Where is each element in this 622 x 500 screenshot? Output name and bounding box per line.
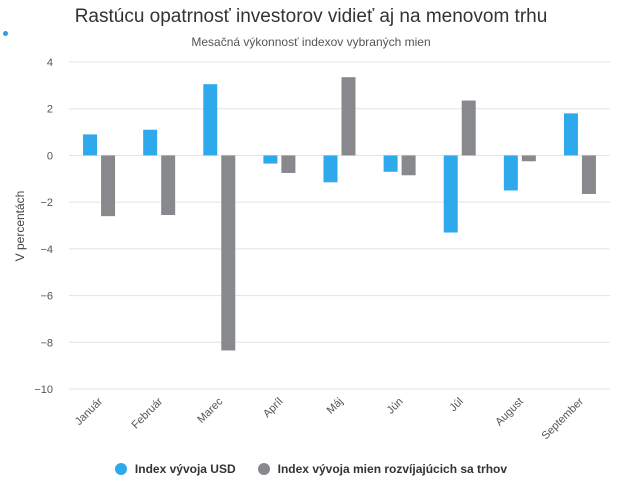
x-tick-label: Apríl bbox=[261, 396, 285, 420]
bar-usd-7[interactable] bbox=[503, 155, 518, 191]
bar-em-1[interactable] bbox=[161, 155, 176, 215]
y-tick-label: −8 bbox=[40, 337, 53, 349]
legend-swatch-em bbox=[257, 463, 270, 475]
legend-item-usd[interactable]: Index vývoja USD bbox=[114, 462, 236, 476]
bar-em-0[interactable] bbox=[101, 155, 116, 217]
y-axis-label: V percentách bbox=[13, 191, 27, 262]
chart-subtitle: Mesačná výkonnosť indexov vybraných mien bbox=[191, 35, 431, 49]
x-tick-label: August bbox=[493, 396, 526, 429]
legend-label-usd: Index vývoja USD bbox=[134, 462, 236, 476]
bar-em-3[interactable] bbox=[281, 155, 296, 173]
bar-usd-6[interactable] bbox=[443, 155, 458, 233]
y-tick-label: −2 bbox=[40, 197, 53, 209]
y-tick-label: −4 bbox=[40, 244, 53, 256]
y-tick-label: 4 bbox=[47, 57, 53, 69]
x-tick-label: Január bbox=[73, 395, 106, 428]
legend-swatch-usd bbox=[114, 463, 127, 475]
bar-usd-3[interactable] bbox=[263, 155, 278, 164]
bar-em-5[interactable] bbox=[401, 155, 416, 176]
x-tick-label: Máj bbox=[325, 396, 346, 417]
grid-lines bbox=[69, 61, 610, 390]
bars bbox=[83, 77, 596, 351]
legend-label-em: Index vývoja mien rozvíjajúcich sa trhov bbox=[277, 462, 508, 476]
x-tick-label: Február bbox=[130, 395, 166, 431]
y-axis-ticks: 4 2 0 −2 −4 −6 −8 −10 bbox=[34, 57, 53, 396]
bar-em-2[interactable] bbox=[221, 155, 236, 351]
accent-dot bbox=[3, 31, 8, 36]
y-tick-label: 0 bbox=[47, 150, 53, 162]
bar-usd-5[interactable] bbox=[383, 155, 398, 172]
chart-title: Rastúcu opatrnosť investorov vidieť aj n… bbox=[74, 6, 548, 27]
bar-usd-0[interactable] bbox=[83, 134, 98, 156]
bar-em-4[interactable] bbox=[341, 77, 356, 156]
bar-em-6[interactable] bbox=[461, 100, 476, 156]
y-tick-label: 2 bbox=[47, 104, 53, 116]
bar-usd-4[interactable] bbox=[323, 155, 338, 183]
x-tick-label: September bbox=[540, 395, 587, 442]
x-tick-label: Jún bbox=[385, 396, 406, 417]
y-tick-label: −10 bbox=[34, 384, 53, 396]
legend: Index vývoja USD Index vývoja mien rozví… bbox=[0, 462, 622, 476]
bar-em-8[interactable] bbox=[581, 155, 596, 194]
bar-usd-8[interactable] bbox=[563, 113, 578, 156]
y-tick-label: −6 bbox=[40, 291, 53, 303]
x-tick-label: Marec bbox=[195, 395, 225, 425]
bar-usd-1[interactable] bbox=[143, 129, 158, 156]
legend-item-em[interactable]: Index vývoja mien rozvíjajúcich sa trhov bbox=[257, 462, 508, 476]
bar-em-7[interactable] bbox=[521, 155, 536, 162]
x-axis-ticks: Január Február Marec Apríl Máj Jún Júl August Se… bbox=[73, 395, 586, 442]
x-tick-label: Júl bbox=[447, 396, 465, 414]
bar-usd-2[interactable] bbox=[203, 84, 218, 156]
